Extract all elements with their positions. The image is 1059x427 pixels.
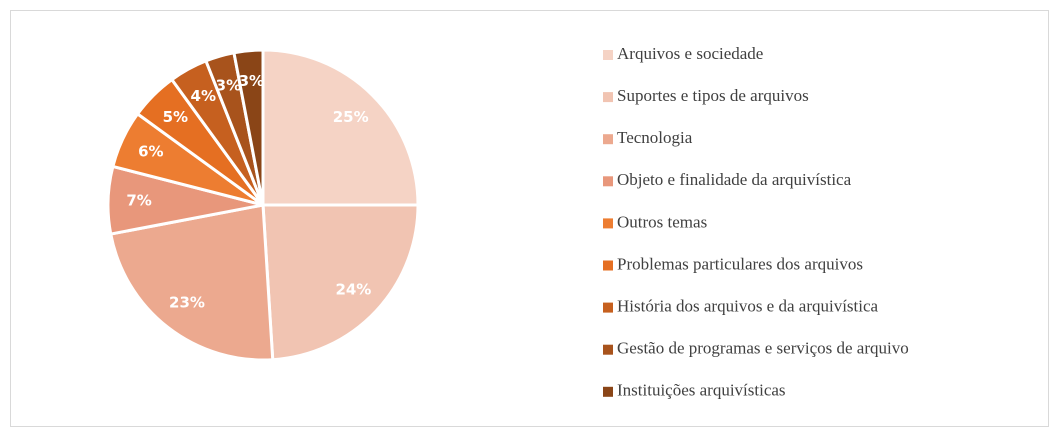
data-label: 7% xyxy=(126,192,151,210)
data-label: 24% xyxy=(335,280,371,298)
legend-swatch xyxy=(603,50,613,60)
legend-label: Arquivos e sociedade xyxy=(617,44,763,63)
data-label: 3% xyxy=(239,72,264,90)
legend-label: História dos arquivos e da arquivística xyxy=(617,297,879,316)
legend-swatch xyxy=(603,302,613,313)
data-label: 4% xyxy=(191,87,216,105)
legend-swatch xyxy=(603,92,613,103)
pie-slice xyxy=(261,48,420,207)
data-label: 25% xyxy=(333,108,369,126)
legend-label: Tecnologia xyxy=(617,128,693,147)
legend-label: Suportes e tipos de arquivos xyxy=(617,86,809,105)
legend-label: Outros temas xyxy=(617,212,707,231)
legend-label: Problemas particulares dos arquivos xyxy=(617,254,863,273)
legend-swatch xyxy=(603,386,613,397)
pie-slice xyxy=(108,203,275,362)
legend-swatch xyxy=(603,260,613,271)
data-label: 6% xyxy=(138,143,163,161)
pie-slice xyxy=(232,48,265,206)
legend-label: Objeto e finalidade da arquivística xyxy=(617,170,852,189)
data-label: 5% xyxy=(163,108,188,126)
legend-swatch xyxy=(603,134,613,145)
legend-swatch xyxy=(603,344,613,355)
data-label: 3% xyxy=(216,76,241,94)
pie-slice xyxy=(261,203,420,362)
legend-label: Instituições arquivísticas xyxy=(617,381,786,400)
data-label: 23% xyxy=(169,293,205,311)
legend-swatch xyxy=(603,176,613,187)
legend-label: Gestão de programas e serviços de arquiv… xyxy=(617,339,909,358)
legend-swatch xyxy=(603,218,613,229)
